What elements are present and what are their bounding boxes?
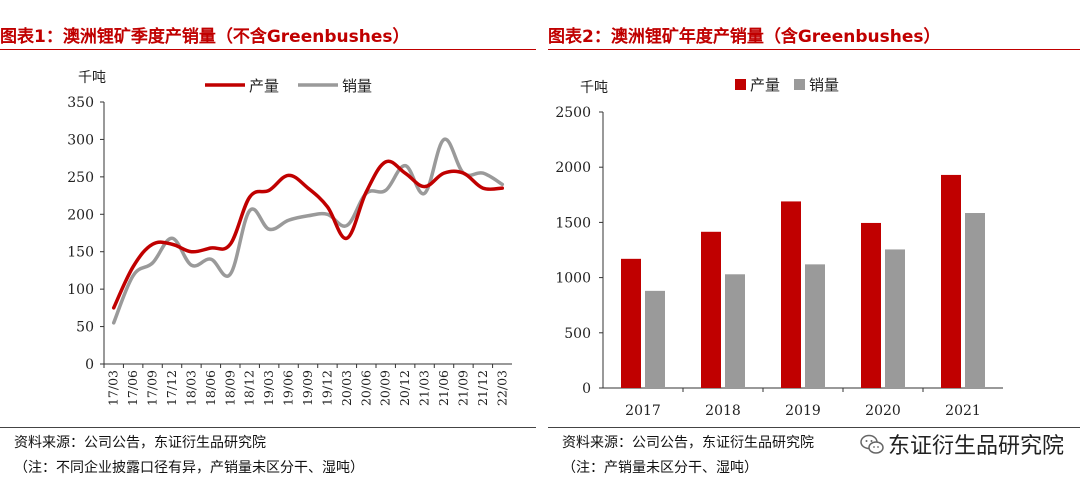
y-tick-label: 0 (85, 357, 94, 373)
x-tick-label: 17/12 (164, 370, 179, 406)
chart-title-annual: 图表2：澳洲锂矿年度产销量（含Greenbushes） (548, 27, 941, 47)
y-tick-label: 50 (76, 320, 94, 336)
panel-annual: 图表2：澳洲锂矿年度产销量（含Greenbushes） 千吨 0 500 1000 15… (548, 0, 1080, 494)
bar-production-2019 (781, 201, 801, 388)
bar-production-2020 (861, 222, 881, 388)
title-rule (0, 49, 536, 50)
x-tick-label: 22/03 (494, 370, 509, 406)
y-tick-label: 350 (67, 95, 94, 111)
x-tick-label: 17/06 (125, 370, 140, 406)
x-tick-label: 19/06 (281, 370, 296, 406)
series-line-sales (111, 137, 505, 325)
y-tick-label: 2500 (555, 105, 591, 121)
note-text-quarterly: （注：不同企业披露口径有异，产销量未区分干、湿吨） (14, 460, 364, 476)
x-tick-label: 20/06 (358, 370, 373, 406)
y-tick-label: 150 (67, 245, 94, 261)
legend-label: 产量 (249, 77, 279, 95)
x-tick-label: 21/12 (475, 370, 490, 406)
y-tick-label: 500 (564, 326, 591, 342)
x-tick-label: 21/06 (436, 370, 451, 406)
y-tick-label: 1500 (555, 215, 591, 231)
y-axis-label: 千吨 (580, 80, 608, 96)
bar-sales-2021 (965, 213, 985, 388)
x-tick-label: 20/03 (339, 370, 354, 406)
x-tick-label: 2017 (625, 403, 661, 419)
y-tick-label: 300 (67, 132, 94, 148)
source-rule (548, 427, 1080, 428)
legend-label: 销量 (342, 77, 372, 95)
wechat-icon (860, 434, 884, 454)
x-tick-label: 20/09 (378, 370, 393, 406)
x-tick-label: 20/12 (397, 370, 412, 406)
y-tick-label: 200 (67, 207, 94, 223)
watermark: 东证衍生品研究院 (855, 428, 1068, 460)
x-tick-label: 2018 (705, 403, 741, 419)
y-tick-label: 0 (582, 381, 591, 397)
x-tick-label: 18/09 (222, 370, 237, 406)
chart-title-quarterly: 图表1：澳洲锂矿季度产销量（不含Greenbushes） (0, 27, 410, 47)
x-tick-label: 2020 (865, 403, 901, 419)
legend-label: 产量 (750, 76, 780, 94)
bar-sales-2019 (805, 264, 825, 388)
line-chart-quarterly: 千吨 0 50 100 150 200 250 300 350 17/03 17/06 17/09 17… (67, 70, 512, 406)
x-tick-label: 17/03 (106, 370, 121, 406)
panel-quarterly: 图表1：澳洲锂矿季度产销量（不含Greenbushes） 千吨 0 50 100 150… (0, 0, 536, 494)
source-text-quarterly: 资料来源：公司公告，东证衍生品研究院 (14, 435, 266, 451)
x-tick-label: 18/06 (203, 370, 218, 406)
x-tick-label: 19/12 (319, 370, 334, 406)
x-tick-label: 2019 (785, 403, 821, 419)
y-tick-label: 250 (67, 170, 94, 186)
source-rule (0, 427, 536, 428)
title-rule (548, 49, 1080, 50)
bar-production-2021 (941, 174, 961, 388)
legend-swatch (794, 79, 805, 90)
series-line-production (111, 159, 505, 310)
source-text-annual: 资料来源：公司公告，东证衍生品研究院 (562, 435, 814, 451)
bar-production-2018 (701, 231, 721, 388)
y-axis-label: 千吨 (78, 70, 106, 86)
bar-production-2017 (621, 258, 641, 388)
x-tick-label: 2021 (945, 403, 981, 419)
bar-sales-2017 (645, 290, 665, 388)
x-tick-label: 21/09 (455, 370, 470, 406)
x-tick-label: 21/03 (417, 370, 432, 406)
y-tick-label: 2000 (555, 160, 591, 176)
y-tick-label: 1000 (555, 271, 591, 287)
x-tick-label: 19/03 (261, 370, 276, 406)
bar-sales-2018 (725, 274, 745, 388)
legend-label: 销量 (809, 76, 839, 94)
watermark-text: 东证衍生品研究院 (887, 434, 1064, 459)
x-tick-label: 17/09 (145, 370, 160, 406)
x-tick-label: 19/09 (300, 370, 315, 406)
y-tick-label: 100 (67, 282, 94, 298)
legend-swatch (735, 79, 746, 90)
bar-sales-2020 (885, 249, 905, 388)
bar-chart-annual: 千吨 0 500 1000 1500 2000 2500 2017 2018 2019 2020 20… (555, 76, 1003, 419)
x-tick-label: 18/03 (183, 370, 198, 406)
x-tick-label: 18/12 (242, 370, 257, 406)
note-text-annual: （注：产销量未区分干、湿吨） (562, 460, 758, 476)
